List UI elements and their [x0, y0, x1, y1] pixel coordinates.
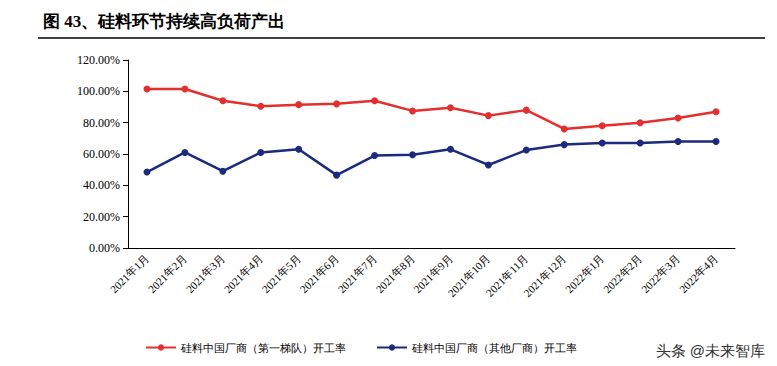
svg-text:2021年8月: 2021年8月 [373, 252, 416, 295]
svg-text:2021年5月: 2021年5月 [259, 252, 302, 295]
svg-text:40.00%: 40.00% [83, 178, 120, 192]
svg-text:2021年7月: 2021年7月 [335, 252, 378, 295]
svg-text:2021年2月: 2021年2月 [146, 252, 189, 295]
svg-text:2021年12月: 2021年12月 [521, 252, 568, 299]
svg-text:100.00%: 100.00% [77, 84, 120, 98]
svg-text:80.00%: 80.00% [83, 116, 120, 130]
svg-text:2021年3月: 2021年3月 [184, 252, 227, 295]
svg-text:2021年4月: 2021年4月 [222, 252, 265, 295]
svg-text:2021年6月: 2021年6月 [297, 252, 340, 295]
svg-text:2022年1月: 2022年1月 [563, 252, 606, 295]
svg-text:2022年2月: 2022年2月 [601, 252, 644, 295]
svg-text:2021年10月: 2021年10月 [445, 251, 493, 300]
svg-text:硅料中国厂商（其他厂商）开工率: 硅料中国厂商（其他厂商）开工率 [411, 342, 577, 354]
svg-text:2021年11月: 2021年11月 [483, 251, 531, 299]
svg-text:120.00%: 120.00% [77, 53, 120, 67]
svg-text:2022年3月: 2022年3月 [639, 252, 682, 295]
svg-text:2021年9月: 2021年9月 [411, 251, 455, 296]
svg-text:0.00%: 0.00% [89, 241, 120, 255]
svg-text:硅料中国厂商（第一梯队）开工率: 硅料中国厂商（第一梯队）开工率 [180, 342, 346, 354]
svg-text:头条 @未来智库: 头条 @未来智库 [656, 342, 765, 359]
svg-text:图 43、硅料环节持续高负荷产出: 图 43、硅料环节持续高负荷产出 [43, 12, 285, 31]
svg-text:2022年4月: 2022年4月 [677, 252, 720, 295]
svg-text:2021年1月: 2021年1月 [108, 252, 151, 295]
svg-text:20.00%: 20.00% [83, 210, 120, 224]
svg-text:60.00%: 60.00% [83, 147, 120, 161]
